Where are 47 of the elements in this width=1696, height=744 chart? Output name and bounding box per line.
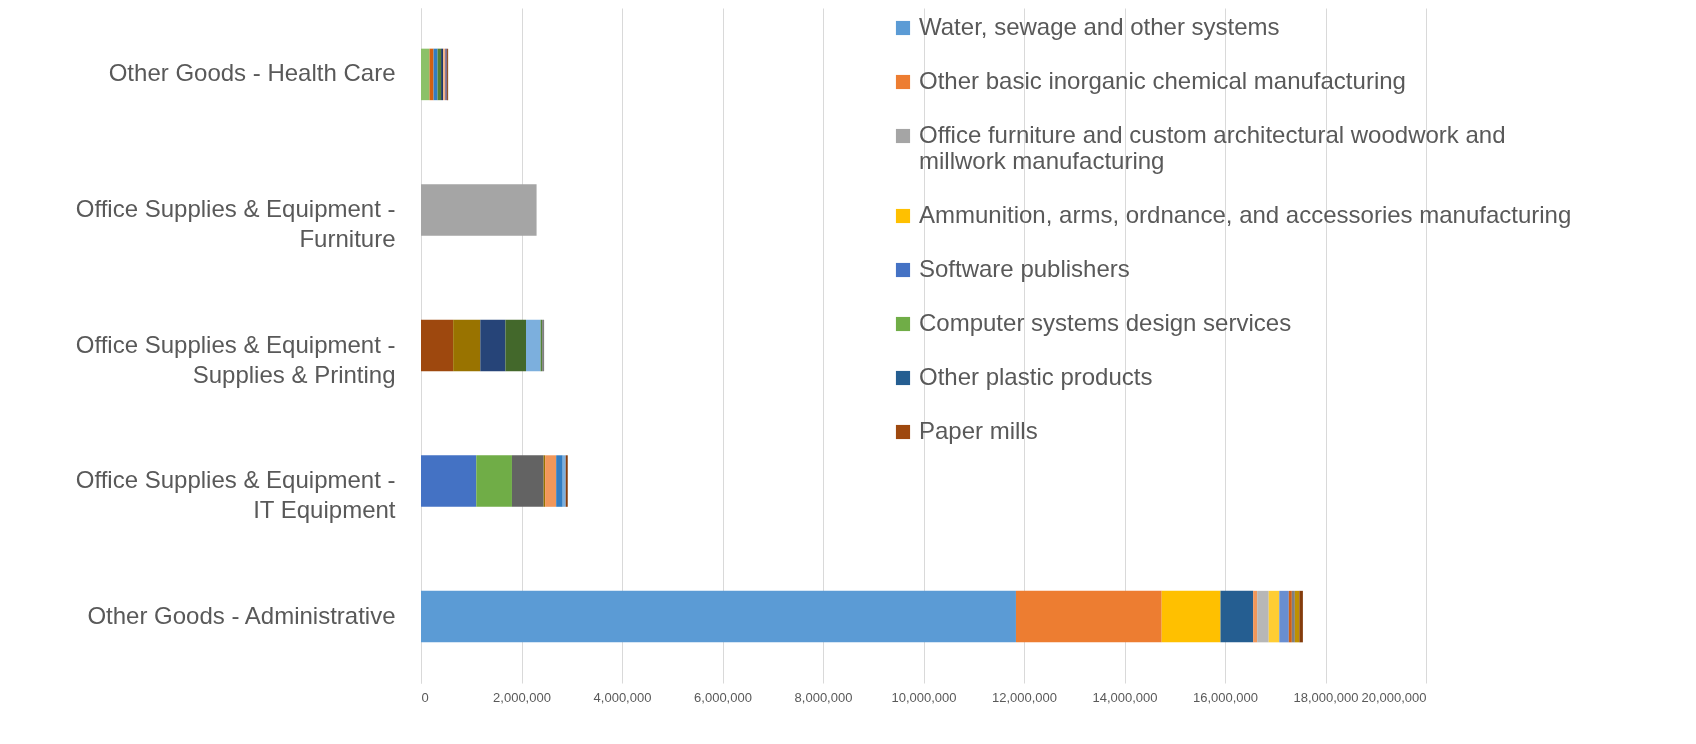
bar (1161, 590, 1221, 643)
x-tick-label: 4,000,000 (593, 689, 652, 705)
bar (505, 319, 527, 372)
bar (1220, 590, 1254, 643)
y-tick-label: Other Goods - Health Care (108, 59, 396, 87)
x-tick-label: 10,000,000 (891, 689, 957, 705)
x-tick-label: 6,000,000 (694, 689, 752, 705)
legend-label: Paper mills (919, 417, 1038, 444)
x-tick-label: 18,000,000 (1293, 689, 1359, 705)
bar (476, 455, 512, 507)
legend-label: Software publishers (919, 255, 1130, 282)
legend-label: Other plastic products (919, 363, 1153, 390)
bar (421, 184, 537, 236)
bar (1015, 590, 1162, 643)
legend-label: Office furniture and custom architectural woodwork and millwork manufacturing (919, 121, 1506, 174)
x-tick-label: 14,000,000 (1092, 689, 1158, 705)
legend-label: Ammunition, arms, ordnance, and accessories manufacturing (919, 201, 1572, 228)
bar (453, 319, 481, 372)
bar (511, 455, 544, 507)
legend-label: Other basic inorganic chemical manufacturing (919, 67, 1406, 94)
x-tick-label: 20,000,000 (1361, 689, 1427, 705)
bar (526, 319, 541, 372)
x-tick-label: 0 (421, 689, 429, 705)
bar (1257, 590, 1269, 643)
legend-label: Water, sewage and other systems (919, 13, 1280, 40)
bar (421, 319, 454, 372)
bar (556, 455, 563, 507)
bar (421, 455, 477, 507)
bar (1279, 590, 1289, 643)
bar (1268, 590, 1280, 643)
bar (421, 590, 1016, 643)
x-tick-label: 16,000,000 (1192, 689, 1259, 705)
bar (545, 455, 557, 507)
bar (429, 48, 434, 101)
x-tick-label: 2,000,000 (493, 689, 551, 705)
legend-label: Computer systems design services (919, 309, 1292, 336)
bar (1253, 590, 1258, 643)
y-tick-label: Office Supplies & Equipment - Furniture (75, 194, 396, 252)
y-tick-label: Office Supplies & Equipment - IT Equipment (75, 466, 396, 524)
x-tick-label: 8,000,000 (794, 689, 853, 705)
bar (1299, 590, 1303, 643)
x-tick-label: 12,000,000 (991, 689, 1058, 705)
y-tick-label: Other Goods - Administrative (87, 601, 396, 629)
bar (421, 48, 430, 101)
bar (433, 48, 438, 101)
y-tick-label: Office Supplies & Equipment - Supplies & Printing (75, 330, 396, 388)
bar (480, 319, 506, 372)
